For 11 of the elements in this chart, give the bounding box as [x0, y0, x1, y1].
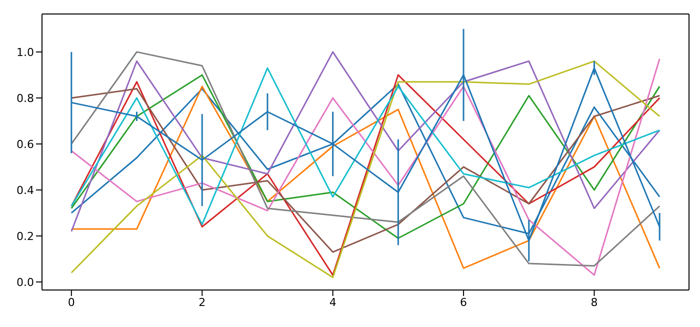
y-tick-label: 1.0 — [16, 46, 34, 59]
x-tick-label: 4 — [329, 296, 336, 309]
x-tick-label: 6 — [460, 296, 468, 309]
y-tick-label: 0.8 — [16, 92, 34, 105]
y-tick-label: 0.4 — [16, 184, 34, 197]
y-tick-label: 0.6 — [16, 138, 34, 151]
x-tick-label: 0 — [68, 296, 75, 309]
x-tick-label: 2 — [198, 296, 206, 309]
y-tick-label: 0.0 — [16, 276, 34, 289]
x-tick-label: 8 — [590, 296, 598, 309]
y-tick-label: 0.2 — [16, 230, 34, 243]
